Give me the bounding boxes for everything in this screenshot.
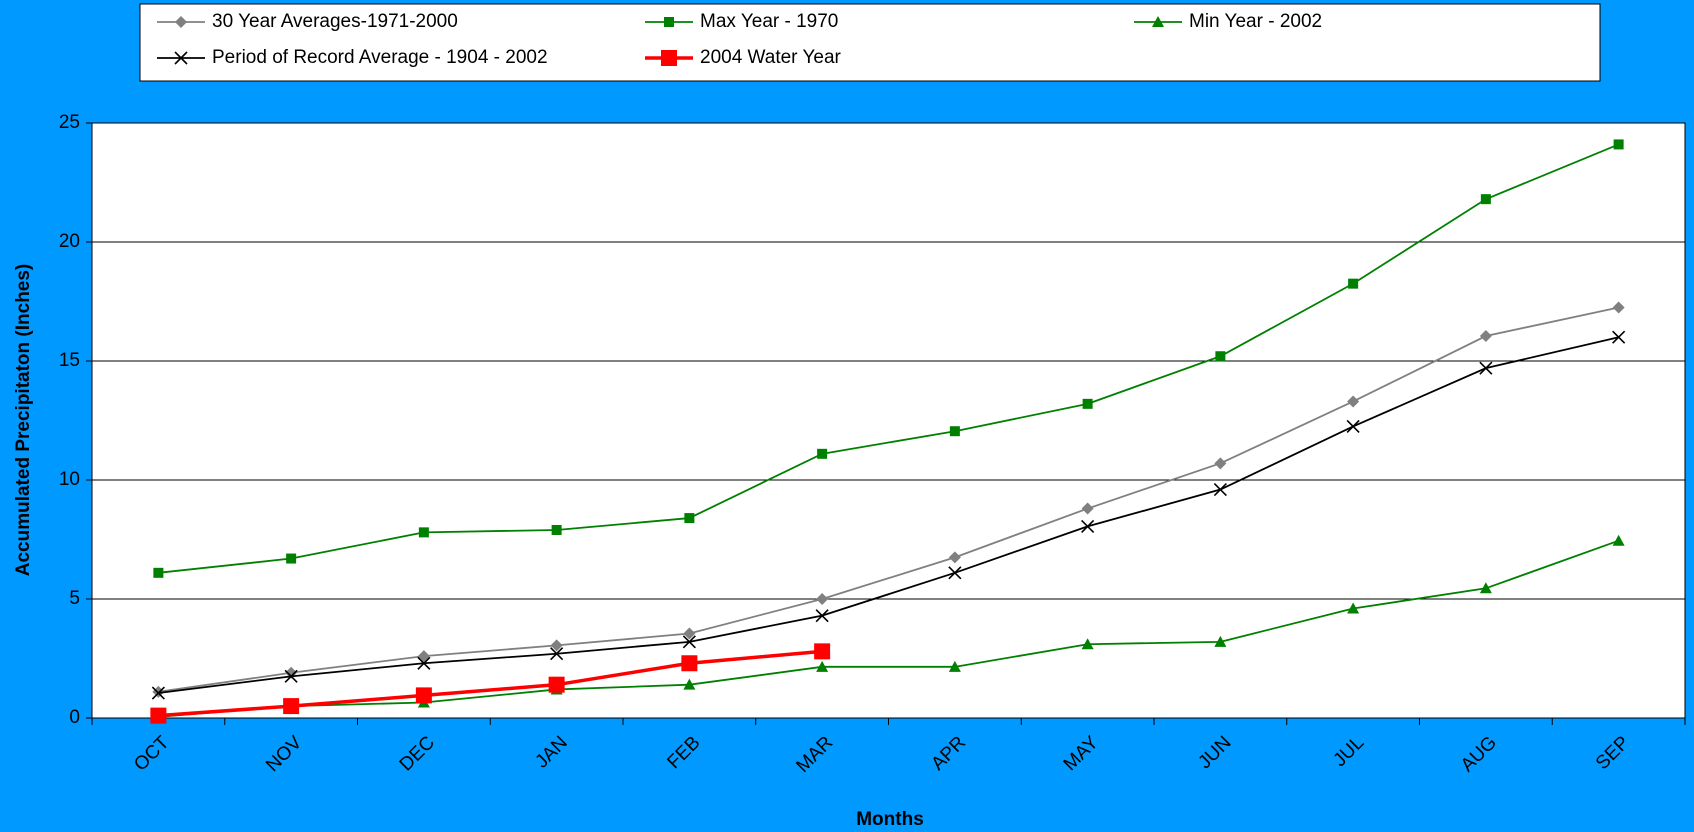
data-point <box>1612 534 1625 546</box>
legend-label: 2004 Water Year <box>700 47 842 68</box>
data-point <box>1612 301 1625 314</box>
data-point <box>551 524 562 535</box>
series-line <box>158 649 823 718</box>
data-point <box>1082 398 1093 409</box>
data-point <box>550 647 564 661</box>
legend-label: 30 Year Averages-1971-2000 <box>212 11 458 32</box>
data-point <box>817 448 828 459</box>
legend-marker <box>1152 16 1164 27</box>
legend-marker <box>174 51 188 65</box>
data-point <box>949 426 960 437</box>
legend-label: Max Year - 1970 <box>700 11 838 32</box>
data-point <box>684 513 695 524</box>
legend-box <box>139 3 1601 82</box>
series-line <box>158 143 1619 574</box>
series-line <box>158 539 1619 718</box>
data-point <box>151 686 165 700</box>
data-point <box>816 660 829 672</box>
data-point <box>682 635 696 649</box>
data-point <box>948 660 961 672</box>
plot-area <box>91 122 1686 719</box>
legend-label: Period of Record Average - 1904 - 2002 <box>212 47 548 68</box>
data-point <box>548 676 565 693</box>
data-point <box>418 527 429 538</box>
data-point <box>1347 395 1360 408</box>
data-point <box>683 627 696 640</box>
y-tick-label: 15 <box>59 350 80 371</box>
y-tick-label: 25 <box>59 112 80 133</box>
data-point <box>814 643 831 660</box>
data-point <box>1612 330 1626 344</box>
data-point <box>153 567 164 578</box>
data-point <box>1347 602 1360 614</box>
data-point <box>417 650 430 663</box>
y-tick-label: 0 <box>69 707 80 728</box>
data-point <box>948 566 962 580</box>
legend-marker <box>175 16 187 28</box>
y-axis-title: Accumulated Precipitaton (Inches) <box>13 264 34 577</box>
data-point <box>152 685 165 698</box>
data-point <box>415 687 432 704</box>
data-point <box>1348 278 1359 289</box>
data-point <box>1479 361 1493 375</box>
legend-marker <box>664 17 674 27</box>
data-point <box>1215 351 1226 362</box>
data-point <box>948 551 961 564</box>
data-point <box>816 593 829 605</box>
legend-label: Min Year - 2002 <box>1189 11 1322 32</box>
data-point <box>283 698 300 715</box>
y-tick-label: 20 <box>59 231 80 252</box>
data-point <box>1081 519 1095 533</box>
data-point <box>284 669 298 683</box>
data-point <box>1479 582 1492 594</box>
series-line <box>158 306 1619 693</box>
x-axis-title: Months <box>856 809 924 830</box>
series-line <box>158 336 1619 694</box>
data-point <box>1081 502 1094 515</box>
data-point <box>1213 482 1227 497</box>
data-point <box>1214 635 1227 647</box>
data-point <box>1346 419 1360 434</box>
y-tick-label: 5 <box>69 588 80 609</box>
data-point <box>417 656 431 670</box>
data-point <box>1480 194 1491 205</box>
data-point <box>550 639 563 652</box>
data-point <box>286 553 297 564</box>
data-point <box>1081 638 1094 650</box>
data-point <box>681 655 698 672</box>
data-point <box>150 707 167 724</box>
data-point <box>1613 139 1624 150</box>
data-point <box>815 609 829 623</box>
data-point <box>683 678 696 690</box>
data-point <box>1214 457 1227 470</box>
y-tick-label: 10 <box>59 469 80 490</box>
data-point <box>1479 330 1492 343</box>
legend-marker <box>661 50 677 66</box>
